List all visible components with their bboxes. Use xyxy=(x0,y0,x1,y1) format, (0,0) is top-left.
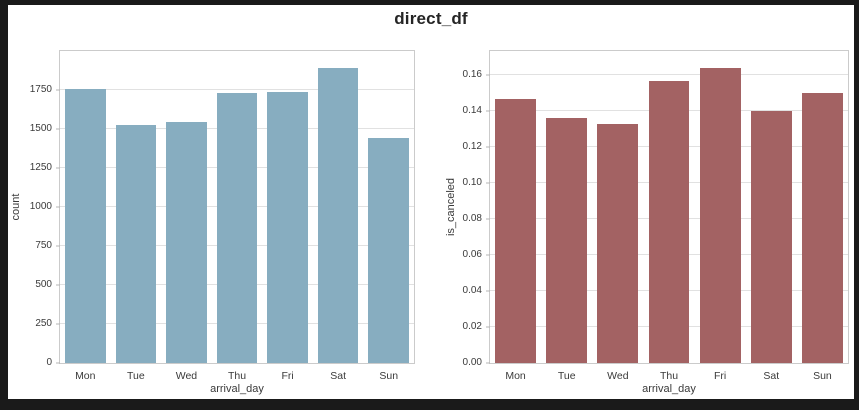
x-tick-label: Tue xyxy=(126,370,145,382)
y-tick-mark xyxy=(56,284,60,286)
count-y-axis-label: count xyxy=(10,193,22,221)
y-tick-mark xyxy=(56,245,60,247)
y-tick-mark xyxy=(486,290,490,292)
figure-canvas: direct_df 0 250 500 750 1000 1250 1500 1750 Mon T… xyxy=(8,5,854,399)
x-tick-label: Fri xyxy=(281,370,294,382)
y-tick-label: 0.14 xyxy=(462,105,482,117)
y-tick-label: 1500 xyxy=(29,123,52,134)
bar-mon xyxy=(65,89,106,363)
left-x-axis-label: arrival_day xyxy=(210,383,264,395)
y-tick-mark xyxy=(486,146,490,148)
y-tick-mark xyxy=(486,254,490,256)
bar-fri xyxy=(699,68,741,363)
y-tick-label: 0.16 xyxy=(462,69,482,81)
cancel-rate-by-arrival-day-chart: 0.00 0.02 0.04 0.06 0.08 0.10 0.12 0.14 0.16 Mon T… xyxy=(463,50,849,382)
x-tick-label: Sat xyxy=(330,370,347,382)
y-tick-label: 0 xyxy=(46,357,52,368)
y-tick-label: 1750 xyxy=(29,84,52,95)
bar-mon xyxy=(495,98,537,363)
x-tick-label: Mon xyxy=(75,370,96,382)
y-tick-label: 0.02 xyxy=(462,321,482,333)
y-tick-mark xyxy=(56,362,60,364)
x-tick-label: Wed xyxy=(607,370,629,382)
x-tick-label: Sat xyxy=(763,370,780,382)
bar-wed xyxy=(166,121,207,363)
y-tick-mark xyxy=(56,323,60,325)
y-tick-mark xyxy=(486,74,490,76)
x-tick-label: Sun xyxy=(379,370,399,382)
y-tick-label: 750 xyxy=(35,240,52,251)
is-canceled-y-axis-label: is_canceled xyxy=(445,177,457,237)
bar-sat xyxy=(317,68,359,363)
bar-thu xyxy=(216,93,258,363)
y-tick-label: 0.10 xyxy=(462,177,482,189)
y-tick-mark xyxy=(56,167,60,169)
right-x-axis-label: arrival_day xyxy=(642,383,696,395)
y-tick-label: 0.04 xyxy=(462,285,482,297)
y-tick-mark xyxy=(56,128,60,130)
y-tick-label: 0.06 xyxy=(462,249,482,261)
y-tick-label: 250 xyxy=(35,318,52,329)
y-tick-label: 0.00 xyxy=(462,357,482,368)
bar-thu xyxy=(648,80,690,363)
y-tick-label: 500 xyxy=(35,279,52,290)
x-tick-label: Mon xyxy=(505,370,526,382)
bar-fri xyxy=(267,92,308,363)
y-tick-mark xyxy=(56,206,60,208)
count-by-arrival-day-chart: 0 250 500 750 1000 1250 1500 1750 Mon Tue Wed Thu Fr… xyxy=(30,50,415,382)
x-tick-label: Wed xyxy=(175,370,198,382)
y-tick-mark xyxy=(486,326,490,328)
x-tick-label: Thu xyxy=(227,370,247,382)
bar-sun xyxy=(801,93,843,363)
bar-sat xyxy=(750,111,792,363)
figure-title: direct_df xyxy=(394,9,468,28)
y-tick-label: 0.12 xyxy=(462,141,482,153)
bar-tue xyxy=(115,125,157,363)
y-tick-label: 1250 xyxy=(29,162,52,173)
y-tick-label: 1000 xyxy=(29,201,52,212)
x-tick-label: Sun xyxy=(813,370,832,382)
y-tick-mark xyxy=(486,182,490,184)
x-tick-label: Tue xyxy=(557,370,576,382)
y-tick-mark xyxy=(56,89,60,91)
x-tick-label: Thu xyxy=(659,370,679,382)
y-tick-mark xyxy=(486,362,490,364)
gridline xyxy=(490,74,848,76)
bar-sun xyxy=(368,137,409,363)
y-tick-label: 0.08 xyxy=(462,213,482,225)
bar-tue xyxy=(546,118,588,363)
bar-wed xyxy=(597,123,639,363)
x-tick-label: Fri xyxy=(714,370,727,382)
gridline xyxy=(60,89,414,90)
y-tick-mark xyxy=(486,110,490,112)
y-tick-mark xyxy=(486,218,490,220)
